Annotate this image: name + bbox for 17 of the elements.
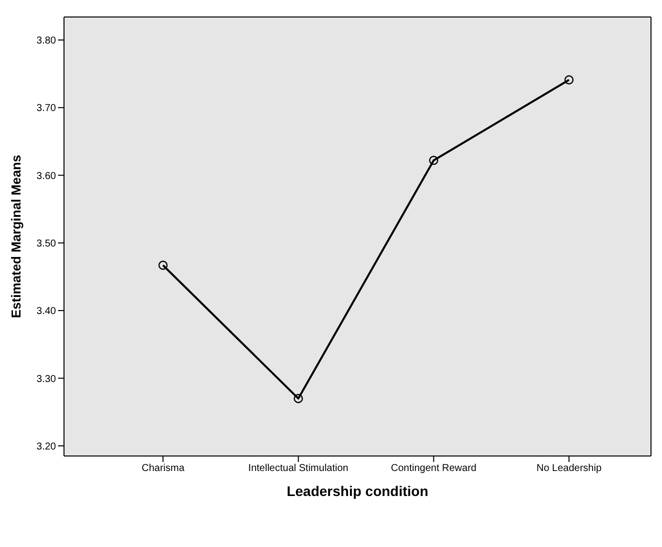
y-tick-label: 3.60: [36, 170, 56, 182]
x-tick-label: Charisma: [142, 463, 185, 474]
point: [429, 156, 438, 165]
x-tick-label: Intellectual Stimulation: [248, 463, 348, 474]
y-tick-label: 3.30: [36, 374, 56, 385]
y-tick-label: 3.40: [36, 306, 56, 318]
y-tick-label: 3.20: [36, 441, 56, 452]
x-axis-title: Leadership condition: [286, 483, 428, 499]
point: [564, 75, 574, 85]
x-tick-label: Contingent Reward: [390, 463, 476, 474]
point: [158, 260, 168, 270]
y-tick-label: 3.50: [36, 238, 56, 250]
y-tick-label: 3.70: [36, 103, 56, 114]
y-axis-title: Estimated Marginal Means: [8, 154, 24, 318]
x-tick-label: No Leadership: [536, 463, 602, 474]
y-tick-label: 3.80: [36, 36, 56, 47]
point: [294, 394, 303, 404]
